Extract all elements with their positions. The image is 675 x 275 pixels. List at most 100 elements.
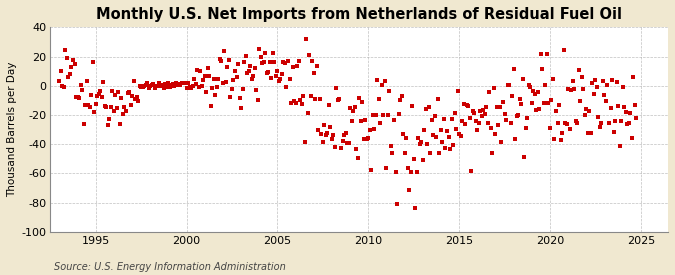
Point — [501, 118, 512, 122]
Point — [583, 130, 593, 135]
Point — [237, 86, 248, 91]
Point — [399, 151, 410, 156]
Point — [227, 87, 238, 91]
Point — [578, 87, 589, 92]
Point — [187, 84, 198, 88]
Point — [460, 122, 470, 126]
Point — [337, 138, 348, 143]
Point — [591, 84, 602, 89]
Point — [80, 103, 90, 107]
Point — [570, 119, 581, 123]
Point — [205, 104, 216, 108]
Point — [335, 146, 346, 150]
Point — [367, 113, 378, 118]
Point — [113, 90, 124, 94]
Point — [93, 92, 104, 96]
Point — [240, 54, 251, 58]
Point — [267, 51, 278, 55]
Point — [445, 147, 456, 151]
Y-axis label: Thousand Barrels per Day: Thousand Barrels per Day — [7, 62, 17, 197]
Point — [371, 113, 381, 117]
Point — [233, 62, 244, 67]
Point — [449, 110, 460, 115]
Point — [458, 102, 469, 107]
Point — [385, 144, 396, 148]
Point — [373, 97, 384, 101]
Point — [193, 84, 204, 89]
Point — [631, 116, 642, 120]
Point — [479, 112, 490, 116]
Point — [475, 109, 486, 113]
Point — [183, 81, 194, 85]
Point — [554, 103, 564, 108]
Point — [464, 116, 475, 120]
Point — [599, 93, 610, 97]
Point — [585, 131, 596, 135]
Point — [192, 68, 202, 72]
Point — [616, 119, 626, 123]
Point — [315, 97, 325, 101]
Point — [404, 188, 414, 192]
Point — [372, 78, 383, 82]
Point — [469, 111, 480, 116]
Point — [602, 83, 613, 88]
Point — [348, 109, 358, 113]
Point — [331, 86, 342, 90]
Point — [295, 97, 306, 102]
Point — [124, 89, 134, 94]
Point — [54, 79, 65, 84]
Point — [279, 61, 290, 65]
Point — [69, 62, 80, 66]
Point — [567, 79, 578, 83]
Point — [528, 89, 539, 94]
Point — [605, 106, 616, 110]
Point — [357, 100, 368, 104]
Point — [533, 90, 543, 95]
Point — [364, 128, 375, 132]
Point — [269, 60, 279, 64]
Point — [517, 76, 528, 81]
Point — [243, 68, 254, 73]
Point — [142, 81, 153, 85]
Point — [178, 81, 189, 85]
Point — [589, 92, 599, 96]
Point — [230, 69, 240, 73]
Point — [121, 109, 132, 114]
Point — [107, 89, 117, 93]
Point — [61, 56, 72, 60]
Point — [377, 83, 387, 87]
Point — [257, 61, 268, 65]
Point — [166, 82, 177, 87]
Point — [628, 75, 639, 79]
Point — [333, 98, 344, 102]
Point — [378, 113, 389, 117]
Point — [369, 126, 380, 131]
Point — [499, 111, 510, 116]
Point — [422, 141, 433, 146]
Point — [360, 118, 371, 122]
Point — [271, 74, 281, 78]
Point — [281, 85, 292, 90]
Point — [104, 117, 115, 121]
Point — [277, 72, 288, 76]
Point — [483, 121, 493, 126]
Point — [63, 75, 74, 79]
Point — [504, 83, 514, 87]
Point — [440, 146, 451, 150]
Point — [95, 89, 106, 94]
Point — [610, 119, 620, 123]
Point — [493, 122, 504, 127]
Point — [140, 83, 151, 87]
Point — [441, 129, 452, 133]
Point — [272, 68, 283, 73]
Point — [489, 86, 500, 90]
Point — [545, 126, 556, 130]
Point — [92, 94, 103, 98]
Point — [221, 79, 232, 84]
Point — [68, 58, 78, 62]
Point — [134, 84, 145, 88]
Point — [181, 86, 192, 90]
Point — [60, 48, 71, 52]
Point — [84, 104, 95, 109]
Point — [128, 78, 139, 83]
